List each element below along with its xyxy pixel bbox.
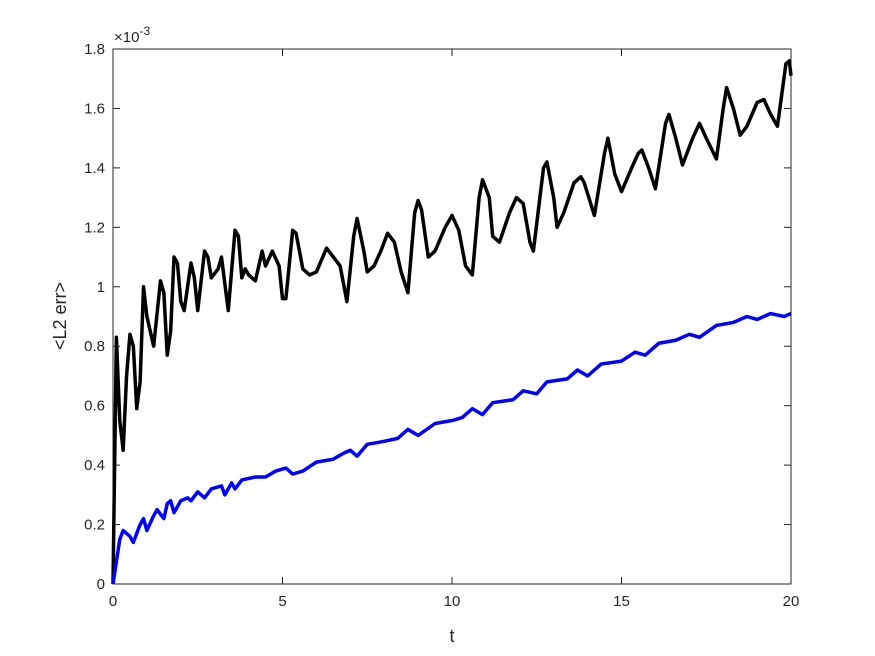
y-tick-label: 0.6 xyxy=(84,398,105,415)
y-tick-label: 0.4 xyxy=(84,457,105,474)
multiplier-exponent: -3 xyxy=(139,24,150,38)
y-tick-label: 0 xyxy=(97,576,105,593)
data-line xyxy=(111,59,793,585)
x-tick-label: 10 xyxy=(444,593,461,610)
y-tick-label: 1 xyxy=(97,279,105,296)
x-tick-label: 0 xyxy=(109,593,117,610)
x-tick-label: 15 xyxy=(613,593,630,610)
y-tick-label: 1.8 xyxy=(84,41,105,58)
x-tick-label: 5 xyxy=(278,593,286,610)
y-tick-label: 1.2 xyxy=(84,219,105,236)
axes-box xyxy=(112,48,792,585)
y-tick-label: 0.2 xyxy=(84,517,105,534)
y-axis-label: <L2 err> xyxy=(50,282,70,350)
y-tick-label: 1.6 xyxy=(84,100,105,117)
x-axis-label: t xyxy=(449,626,454,646)
multiplier-base: ×10 xyxy=(114,29,139,46)
y-tick-label: 1.4 xyxy=(84,160,105,177)
y-multiplier: ×10-3 xyxy=(114,24,150,46)
y-tick-label: 0.8 xyxy=(84,338,105,355)
x-tick-label: 20 xyxy=(783,593,800,610)
data-line xyxy=(111,311,792,585)
